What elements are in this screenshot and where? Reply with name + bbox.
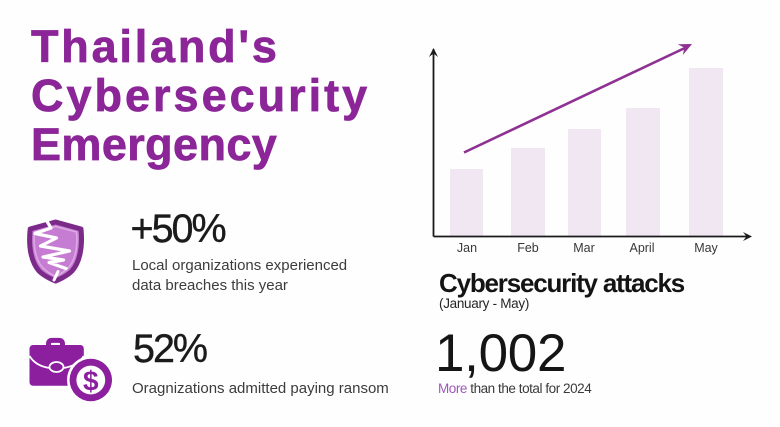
svg-text:$: $	[83, 365, 99, 396]
